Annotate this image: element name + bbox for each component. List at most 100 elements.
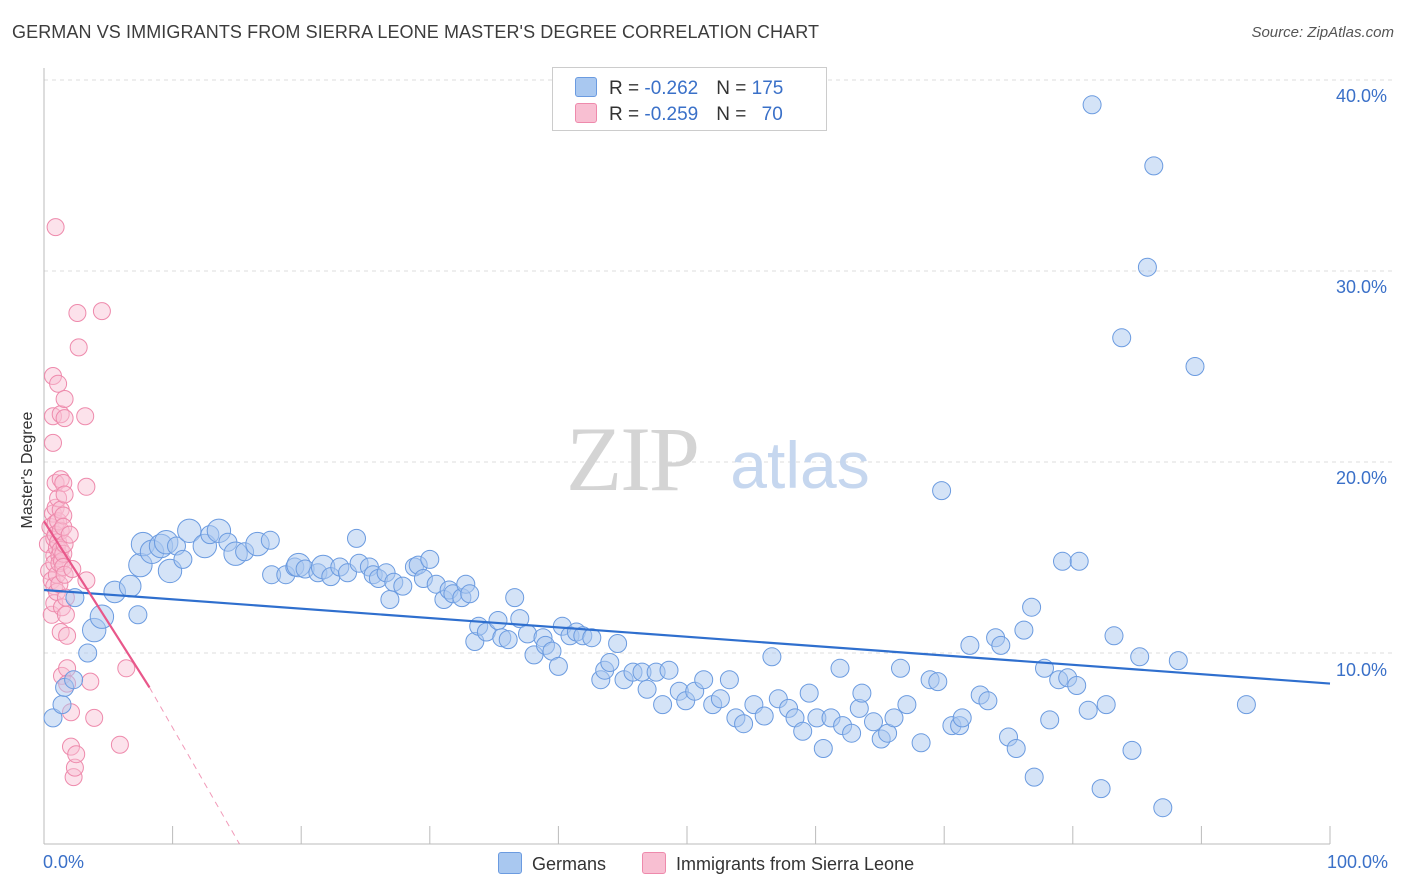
sierra-leone-point [67, 745, 86, 764]
legend-n-value-germans: 175 [751, 78, 784, 99]
sierra-leone-point [117, 659, 136, 678]
german-point [719, 670, 739, 690]
german-point [393, 576, 413, 596]
german-point [1022, 597, 1042, 617]
sierra-leone-point [55, 390, 74, 408]
german-point [510, 609, 530, 629]
trend-lines [43, 520, 1331, 845]
legend-r-value-sierra-leone: -0.259 [644, 104, 699, 125]
legend-row-germans: R = -0.262 N = 175 [575, 77, 783, 101]
sierra-leone-point [85, 708, 104, 727]
german-point [932, 481, 952, 501]
german-point [1024, 767, 1044, 787]
legend-r-label: R = [609, 78, 645, 99]
german-point [891, 658, 910, 678]
german-point [52, 695, 72, 715]
germans-swatch-icon [575, 77, 597, 97]
german-point [991, 635, 1011, 655]
german-point [1053, 551, 1072, 571]
sierra-leone-trend-extension [149, 687, 240, 845]
german-point [1069, 551, 1089, 571]
german-point [813, 739, 833, 758]
german-point [600, 653, 620, 672]
legend-n-label: N = [716, 78, 752, 99]
sierra-leone-swatch-icon [575, 103, 597, 123]
german-point [1112, 328, 1132, 348]
german-point [1014, 620, 1034, 640]
german-point [505, 588, 525, 608]
sierra-leone-point [56, 605, 75, 624]
sierra-leone-point [42, 605, 61, 624]
german-point [978, 691, 998, 711]
german-point [762, 647, 782, 667]
german-point [43, 708, 63, 728]
german-point [173, 549, 193, 569]
sierra-leone-point [44, 407, 62, 426]
legend-n-label: N = [716, 104, 752, 125]
sierra-leone-point [64, 768, 83, 787]
german-point [582, 628, 602, 648]
german-point [659, 660, 679, 680]
german-point [842, 723, 862, 743]
sierra-leone-point [60, 525, 79, 544]
german-point [460, 584, 480, 604]
sierra-leone-point [81, 672, 100, 691]
german-point [1078, 700, 1098, 720]
german-point [128, 605, 148, 625]
german-point [694, 670, 714, 690]
germans-legend-icon [498, 852, 522, 874]
axes [43, 68, 1331, 845]
bottom-legend-sierra-leone[interactable]: Immigrants from Sierra Leone [642, 852, 914, 875]
germans-legend-label: Germans [532, 854, 607, 874]
german-point [1144, 156, 1164, 176]
sierra-leone-trend-line [43, 520, 151, 688]
german-point [1236, 695, 1256, 715]
german-point [653, 695, 673, 715]
legend-r-value-germans: -0.262 [644, 78, 699, 99]
sierra-leone-point [65, 758, 84, 777]
german-point [1122, 740, 1142, 760]
german-point [710, 689, 730, 709]
german-point [852, 683, 872, 703]
chart-title: GERMAN VS IMMIGRANTS FROM SIERRA LEONE M… [12, 22, 820, 42]
correlation-legend: R = -0.262 N = 175 R = -0.259 N = 70 [552, 67, 827, 131]
source-label: Source: ZipAtlas.com [1251, 24, 1394, 41]
sierra-leone-point [68, 304, 87, 322]
german-point [754, 706, 774, 726]
german-point [1091, 779, 1111, 799]
german-point [897, 695, 917, 715]
x-tick-max: 100.0% [1327, 852, 1389, 872]
german-point [380, 590, 400, 609]
german-point [64, 670, 84, 690]
sierra-leone-point [69, 338, 88, 357]
german-point [1040, 710, 1060, 730]
sierra-leone-legend-icon [642, 852, 666, 874]
y-tick-20: 20.0% [1336, 468, 1388, 488]
y-tick-40: 40.0% [1336, 86, 1388, 106]
y-tick-30: 30.0% [1336, 277, 1388, 297]
x-tick-min: 0.0% [43, 852, 85, 872]
german-point [1096, 695, 1116, 715]
german-point [1006, 739, 1026, 758]
german-point [1185, 357, 1205, 376]
german-point [799, 683, 819, 703]
german-point [177, 518, 202, 543]
sierra-leone-point [44, 433, 62, 452]
sierra-leone-point [54, 474, 73, 492]
german-trend-line [43, 588, 1331, 685]
watermark-zip: ZIP [566, 408, 698, 510]
legend-n-value-sierra-leone: 70 [761, 104, 783, 125]
sierra-leone-point [55, 485, 74, 504]
bottom-legend-germans[interactable]: Germans [498, 852, 606, 875]
sierra-leone-point [92, 302, 111, 321]
german-point [1082, 95, 1102, 115]
legend-r-label: R = [609, 104, 645, 125]
german-point [488, 611, 508, 630]
legend-row-sierra-leone: R = -0.259 N = 70 [575, 103, 783, 127]
sierra-leone-point [110, 735, 129, 754]
german-point [78, 643, 98, 663]
german-point [518, 624, 537, 644]
sierra-leone-point [46, 218, 65, 237]
german-point [734, 714, 754, 734]
